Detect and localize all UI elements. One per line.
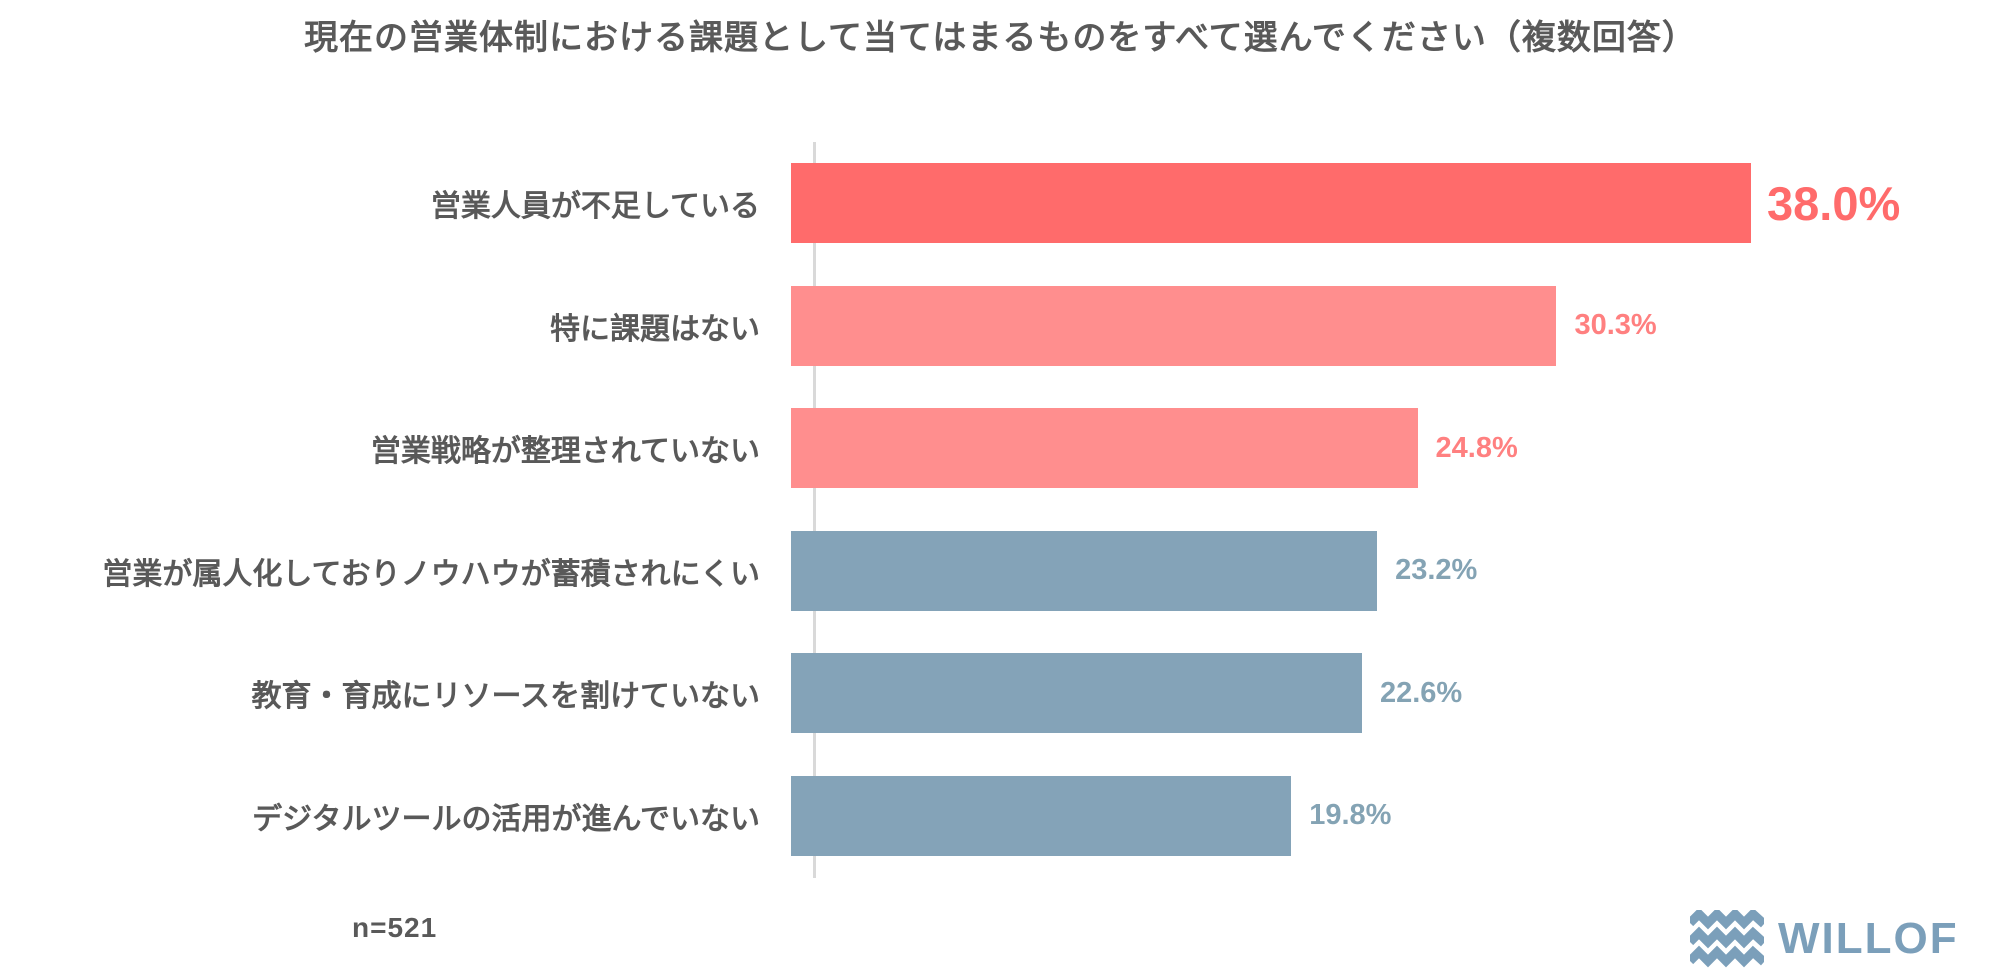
- bar-row: 営業が属人化しておりノウハウが蓄積されにくい 23.2%: [0, 510, 2001, 633]
- bar-track: 19.8%: [791, 775, 2001, 856]
- bar-rows: 営業人員が不足している 38.0% 特に課題はない 30.3% 営業戦略が整理されていな…: [0, 142, 2001, 877]
- bar-segment: [791, 530, 1378, 611]
- bar-value-label: 22.6%: [1379, 676, 1463, 709]
- category-label: 営業が属人化しておりノウハウが蓄積されにくい: [102, 557, 760, 591]
- category-label: 営業人員が不足している: [430, 190, 760, 224]
- bar-value-label: 38.0%: [1767, 176, 1901, 230]
- category-label: デジタルツールの活用が進んでいない: [252, 802, 760, 836]
- bar-row: 特に課題はない 30.3%: [0, 265, 2001, 388]
- category-label: 特に課題はない: [550, 312, 760, 346]
- bar-segment: [791, 653, 1362, 734]
- bar-track: 30.3%: [791, 285, 2001, 366]
- willof-logo: WILLOF: [1690, 910, 1959, 968]
- category-label: 営業戦略が整理されていない: [370, 435, 760, 469]
- chart-title: 現在の営業体制における課題として当てはまるものをすべて選んでください（複数回答）: [304, 19, 1697, 57]
- bar-row: 営業人員が不足している 38.0%: [0, 142, 2001, 265]
- bar-segment: [791, 775, 1292, 856]
- bar-track: 23.2%: [791, 530, 2001, 611]
- bar-row: 教育・育成にリソースを割けていない 22.6%: [0, 632, 2001, 755]
- bar-segment: [791, 408, 1418, 489]
- bar-row: 営業戦略が整理されていない 24.8%: [0, 387, 2001, 510]
- bar-track: 22.6%: [791, 653, 2001, 734]
- bar-value-label: 24.8%: [1435, 431, 1518, 464]
- bar-segment: [791, 285, 1557, 366]
- waves-icon: [1690, 910, 1764, 968]
- y-axis-line: [813, 142, 816, 878]
- sample-size-note: n=521: [352, 912, 438, 943]
- bar-value-label: 30.3%: [1574, 309, 1657, 342]
- bar-row: デジタルツールの活用が進んでいない 19.8%: [0, 755, 2001, 878]
- bar-track: 24.8%: [791, 408, 2001, 489]
- bar-track: 38.0%: [791, 163, 2001, 244]
- bar-value-label: 19.8%: [1309, 799, 1392, 832]
- bar-segment: [791, 163, 1751, 244]
- bar-value-label: 23.2%: [1395, 554, 1478, 587]
- category-label: 教育・育成にリソースを割けていない: [251, 680, 761, 714]
- logo-wordmark: WILLOF: [1778, 914, 1959, 963]
